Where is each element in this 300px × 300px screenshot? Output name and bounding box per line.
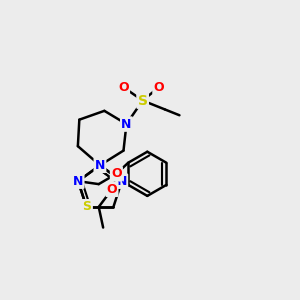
Text: S: S — [138, 94, 148, 107]
Text: N: N — [95, 159, 105, 172]
Text: O: O — [107, 183, 117, 196]
Text: N: N — [81, 200, 92, 213]
Text: N: N — [121, 118, 132, 130]
Text: O: O — [118, 81, 129, 94]
Text: S: S — [82, 200, 91, 213]
Text: O: O — [111, 167, 122, 180]
Text: N: N — [117, 175, 127, 188]
Text: O: O — [154, 81, 164, 94]
Text: N: N — [73, 175, 83, 188]
